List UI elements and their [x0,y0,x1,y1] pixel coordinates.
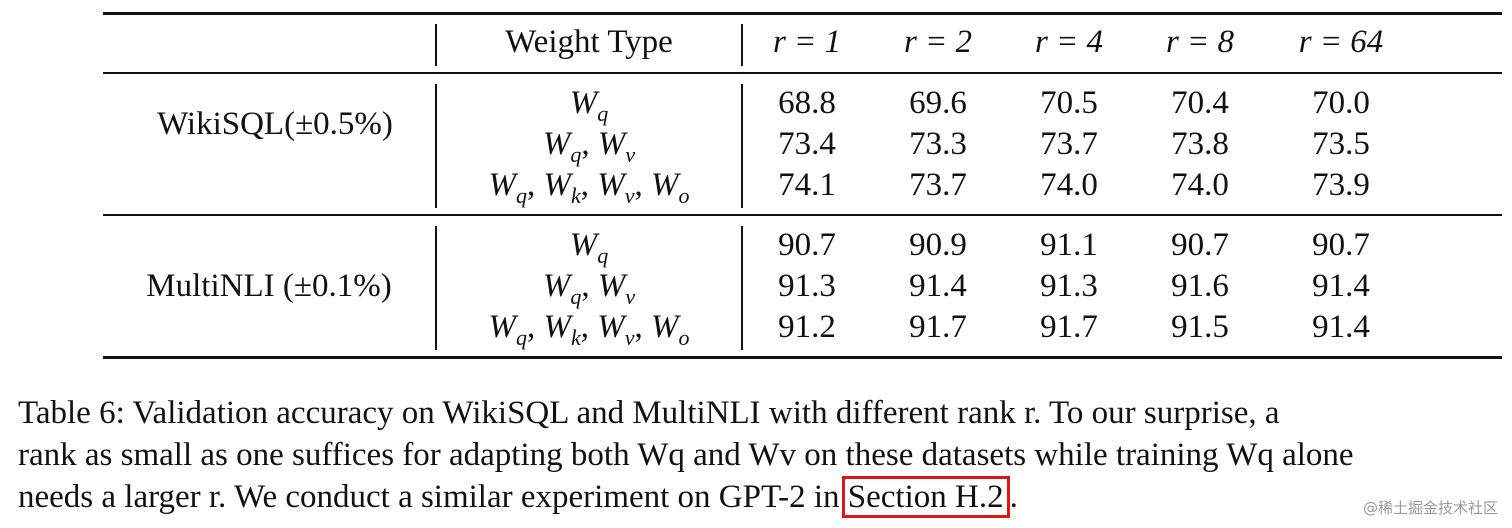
table-bottom-rule [103,356,1502,359]
section-h2-link[interactable]: Section H.2 [841,476,1010,518]
weight-type-cell: Wq, Wk, Wv, Wo [488,167,690,208]
header-rank: r = 4 [1034,24,1104,60]
accuracy-cell: 70.0 [1312,85,1370,121]
header-rank: r = 2 [903,24,973,60]
accuracy-cell: 74.0 [1040,167,1098,203]
header-rule [103,72,1502,74]
weight-type-cell: Wq, Wk, Wv, Wo [488,309,690,350]
header-rank: r = 64 [1298,24,1384,60]
accuracy-cell: 68.8 [778,85,836,121]
dataset-label: WikiSQL(±0.5%) [157,106,393,142]
header-separator-left [435,24,437,66]
accuracy-cell: 90.9 [909,227,967,263]
caption-line-1: Table 6: Validation accuracy on WikiSQL … [18,395,1280,431]
weight-type-cell: Wq, Wv [542,126,636,167]
caption-line-3-text: needs a larger r. We conduct a similar e… [18,479,848,515]
caption-line-3: needs a larger r. We conduct a similar e… [18,476,1508,518]
accuracy-cell: 91.4 [909,268,967,304]
accuracy-cell: 74.0 [1171,167,1229,203]
group-separator-rule [103,214,1502,216]
accuracy-cell: 73.9 [1312,167,1370,203]
weight-type-cell: Wq, Wv [542,268,636,309]
accuracy-cell: 73.8 [1171,126,1229,162]
caption-line-2: rank as small as one suffices for adapti… [18,437,1354,473]
accuracy-cell: 91.2 [778,309,836,345]
accuracy-cell: 73.3 [909,126,967,162]
accuracy-cell: 73.7 [1040,126,1098,162]
accuracy-cell: 91.1 [1040,227,1098,263]
header-rank: r = 1 [772,24,842,60]
accuracy-cell: 70.4 [1171,85,1229,121]
accuracy-cell: 91.3 [1040,268,1098,304]
accuracy-cell: 91.7 [1040,309,1098,345]
group2-separator-left [435,226,437,350]
weight-type-cell: Wq [569,85,609,126]
accuracy-cell: 91.5 [1171,309,1229,345]
dataset-label: MultiNLI (±0.1%) [146,268,392,304]
group1-separator-left [435,84,437,208]
accuracy-cell: 91.6 [1171,268,1229,304]
accuracy-cell: 73.4 [778,126,836,162]
weight-type-cell: Wq [569,227,609,268]
accuracy-cell: 91.7 [909,309,967,345]
watermark: @稀土掘金技术社区 [1362,499,1498,517]
accuracy-cell: 69.6 [909,85,967,121]
accuracy-cell: 91.4 [1312,268,1370,304]
accuracy-cell: 70.5 [1040,85,1098,121]
table-caption: Table 6: Validation accuracy on WikiSQL … [18,392,1508,518]
header-separator-right [741,24,743,66]
accuracy-cell: 73.5 [1312,126,1370,162]
accuracy-cell: 74.1 [778,167,836,203]
header-rank: r = 8 [1165,24,1235,60]
accuracy-cell: 73.7 [909,167,967,203]
accuracy-cell: 90.7 [1171,227,1229,263]
accuracy-cell: 91.3 [778,268,836,304]
group2-separator-right [741,226,743,350]
accuracy-cell: 90.7 [778,227,836,263]
group1-separator-right [741,84,743,208]
caption-line-3-end: . [1009,479,1018,515]
table-top-rule [103,12,1502,15]
accuracy-cell: 90.7 [1312,227,1370,263]
header-weight-type: Weight Type [505,24,673,60]
accuracy-cell: 91.4 [1312,309,1370,345]
